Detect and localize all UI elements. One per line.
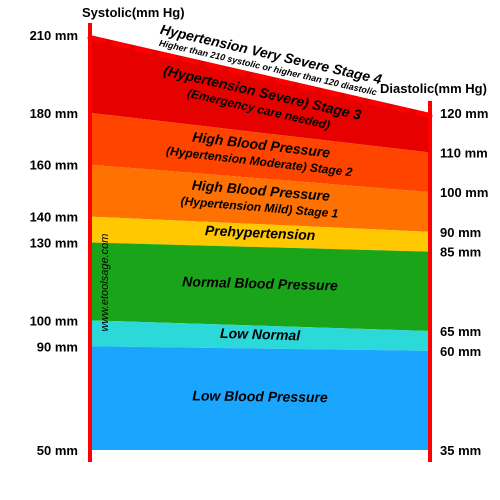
systolic-title: Systolic(mm Hg) [82, 5, 185, 20]
watermark: www.etoolsage.com [99, 234, 111, 332]
diastolic-title: Diastolic(mm Hg) [380, 81, 487, 96]
bp-chart: (Hypertension Severe) Stage 3(Emergency … [0, 0, 500, 500]
diastolic-tick: 85 mm [440, 245, 481, 260]
diastolic-tick: 35 mm [440, 443, 481, 458]
systolic-tick: 50 mm [37, 443, 78, 458]
diastolic-tick: 120 mm [440, 106, 488, 121]
diastolic-tick: 110 mm [440, 145, 488, 160]
systolic-tick: 100 mm [30, 313, 78, 328]
systolic-tick: 180 mm [30, 106, 78, 121]
systolic-tick: 90 mm [37, 339, 78, 354]
systolic-tick: 160 mm [30, 158, 78, 173]
systolic-tick: 130 mm [30, 236, 78, 251]
diastolic-tick: 100 mm [440, 185, 488, 200]
diastolic-tick: 60 mm [440, 344, 481, 359]
diastolic-tick: 65 mm [440, 324, 481, 339]
systolic-tick: 210 mm [30, 28, 78, 43]
systolic-tick: 140 mm [30, 210, 78, 225]
band-label: Low Blood Pressure [192, 387, 328, 405]
diastolic-tick: 90 mm [440, 225, 481, 240]
band-label: Low Normal [220, 325, 302, 344]
